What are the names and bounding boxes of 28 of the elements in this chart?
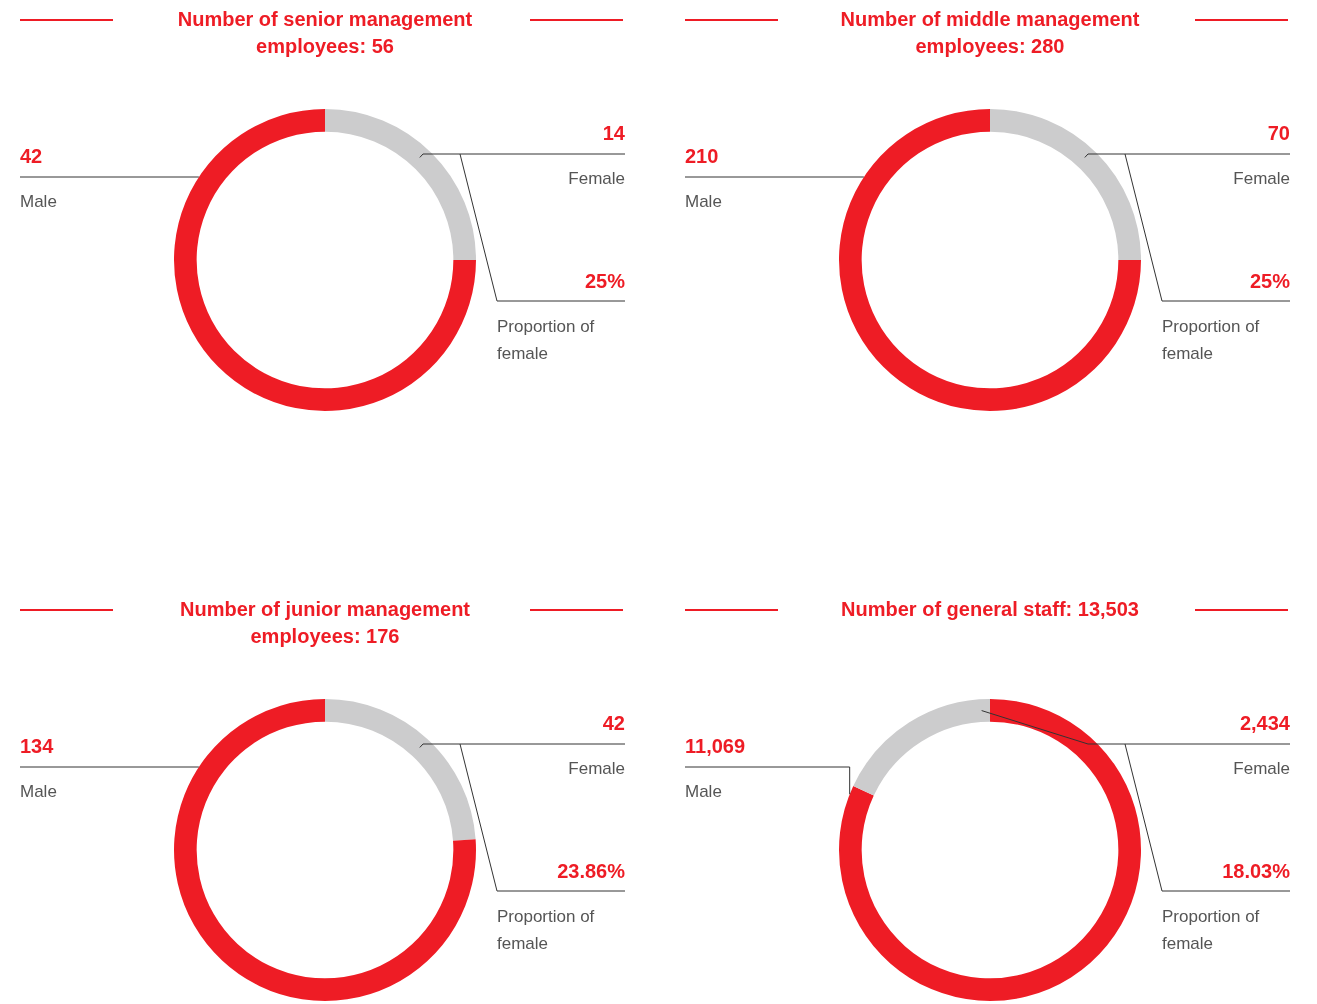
chart-title: Number of junior management employees: 176 <box>179 597 471 649</box>
text: 25% <box>1249 270 1291 292</box>
data-label: 210 <box>685 145 719 167</box>
text: Proportion of female <box>1162 907 1260 953</box>
chart-title: Number of senior management employees: 56 <box>176 7 474 59</box>
data-label: 11,069 <box>685 735 746 757</box>
slice-label: Female <box>1233 759 1290 778</box>
text: 25% <box>584 270 626 292</box>
slice-label: Female <box>568 759 625 778</box>
data-label: 134 <box>20 735 55 757</box>
chart-title: Number of middle management employees: 280 <box>839 7 1141 59</box>
text: Proportion of female <box>1162 317 1260 363</box>
slice-label: Male <box>685 782 722 801</box>
slice-label: Female <box>1233 169 1290 188</box>
chart-title: Number of general staff: 13,503 <box>840 597 1140 622</box>
text: Proportion of female <box>497 907 595 953</box>
data-label: 2,434 <box>1239 712 1291 734</box>
text: 18.03% <box>1222 860 1291 882</box>
slice-label: Male <box>20 192 57 211</box>
text: Proportion of female <box>497 317 595 363</box>
data-label: 14 <box>602 122 626 144</box>
text: 23.86% <box>557 860 626 882</box>
data-label: 42 <box>602 712 625 734</box>
data-label: 70 <box>1267 122 1290 144</box>
slice-label: Male <box>685 192 722 211</box>
slice-label: Male <box>20 782 57 801</box>
data-label: 42 <box>20 145 43 167</box>
slice-label: Female <box>568 169 625 188</box>
